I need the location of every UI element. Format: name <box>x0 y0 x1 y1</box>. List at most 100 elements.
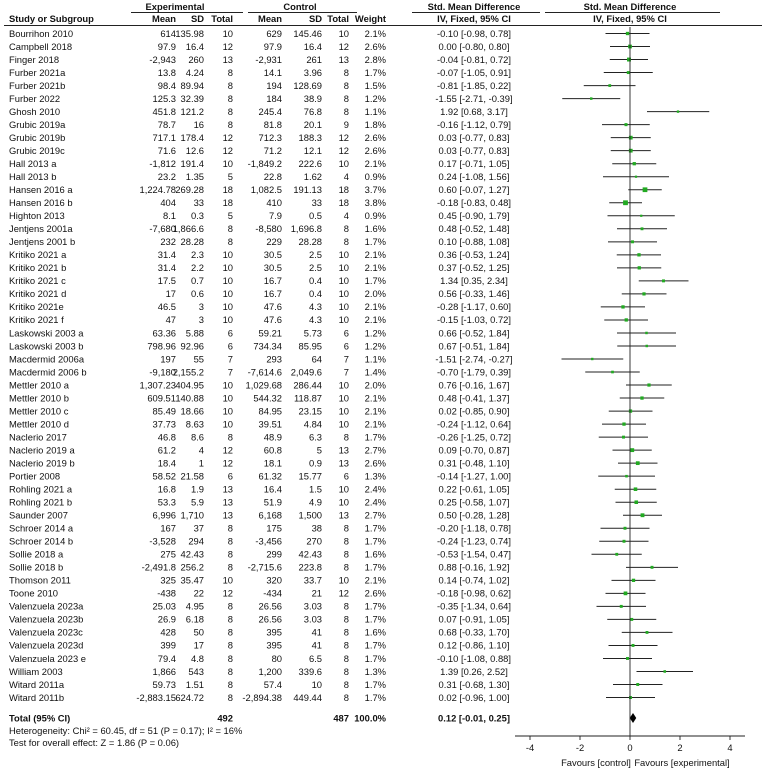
study-ci: -0.18 [-0.83, 0.48] <box>437 197 511 208</box>
ctrl-mean: 48.9 <box>264 431 282 442</box>
exp-mean: -7,680 <box>149 223 176 234</box>
exp-mean: 197 <box>160 353 176 364</box>
effect-point <box>624 318 628 322</box>
ctrl-sd: 1.62 <box>304 171 322 182</box>
study-name: Macdermid 2006 b <box>9 366 87 377</box>
effect-point <box>640 513 645 518</box>
exp-total: 12 <box>223 41 233 52</box>
ctrl-total: 12 <box>339 132 349 143</box>
exp-total: 10 <box>223 301 233 312</box>
exp-total: 8 <box>228 627 233 638</box>
effect-point <box>625 31 630 36</box>
exp-sd: 8.6 <box>191 431 204 442</box>
study-name: Grubic 2019b <box>9 132 65 143</box>
study-weight: 2.0% <box>365 379 386 390</box>
effect-point <box>623 526 627 530</box>
effect-point <box>619 604 623 608</box>
study-ci: 0.24 [-1.08, 1.56] <box>439 171 510 182</box>
ctrl-sd: 23.15 <box>299 405 322 416</box>
ctrl-sd: 6.5 <box>309 653 322 664</box>
study-weight: 3.8% <box>365 197 386 208</box>
exp-mean: 125.3 <box>153 93 176 104</box>
exp-sd: 8.63 <box>186 418 204 429</box>
exp-mean: 37.73 <box>153 418 176 429</box>
ctrl-sd: 76.8 <box>304 106 322 117</box>
study-ci: 0.17 [-0.71, 1.05] <box>439 158 510 169</box>
exp-mean: 451.8 <box>153 106 176 117</box>
exp-mean: 46.8 <box>158 431 176 442</box>
ctrl-sd: 223.8 <box>299 562 322 573</box>
exp-sd: 135.98 <box>175 28 204 39</box>
ctrl-sd: 85.95 <box>299 340 322 351</box>
exp-total: 18 <box>223 184 233 195</box>
exp-sd: 0.6 <box>191 288 204 299</box>
ctrl-mean: 71.2 <box>264 145 282 156</box>
exp-sd: 404.95 <box>175 379 204 390</box>
exp-mean: 98.4 <box>158 80 176 91</box>
study-name: Jentjens 2001a <box>9 223 73 234</box>
exp-mean: -3,528 <box>149 536 176 547</box>
ctrl-sd: 0.4 <box>309 275 322 286</box>
exp-total: 10 <box>223 28 233 39</box>
exp-total: 8 <box>228 80 233 91</box>
x-tick-label: 4 <box>727 742 732 753</box>
exp-sd: 3 <box>199 301 204 312</box>
ctrl-mean: -2,931 <box>255 54 282 65</box>
study-weight: 1.7% <box>365 431 386 442</box>
ctrl-mean: 629 <box>266 28 282 39</box>
study-weight: 1.7% <box>365 523 386 534</box>
exp-mean: 399 <box>160 640 176 651</box>
study-weight: 1.3% <box>365 666 386 677</box>
study-weight: 1.7% <box>365 275 386 286</box>
study-ci: -1.55 [-2.71, -0.39] <box>435 93 512 104</box>
ctrl-total: 10 <box>339 275 349 286</box>
ctrl-sd: 1,500 <box>299 510 322 521</box>
ctrl-sd: 21 <box>312 588 322 599</box>
ctrl-sd: 0.4 <box>309 288 322 299</box>
ctrl-sd: 33 <box>312 197 322 208</box>
exp-sd: 140.88 <box>175 392 204 403</box>
exp-total: 8 <box>228 614 233 625</box>
ctrl-total: 8 <box>344 627 349 638</box>
study-weight: 2.4% <box>365 497 386 508</box>
study-name: Grubic 2019a <box>9 119 66 130</box>
study-ci: 0.60 [-0.07, 1.27] <box>439 184 510 195</box>
study-ci: 0.03 [-0.77, 0.83] <box>439 145 510 156</box>
exp-sd: 33 <box>194 197 204 208</box>
exp-mean: 61.2 <box>158 444 176 455</box>
study-name: William 2003 <box>9 666 63 677</box>
exp-total: 10 <box>223 314 233 325</box>
ctrl-sd: 0.5 <box>309 210 322 221</box>
effect-point <box>634 500 639 504</box>
ctrl-total: 8 <box>344 431 349 442</box>
study-weight: 1.7% <box>365 536 386 547</box>
effect-point <box>623 591 628 596</box>
ctrl-mean: 57.4 <box>264 679 282 690</box>
ctrl-total: 10 <box>339 262 349 273</box>
exp-mean: 79.4 <box>158 653 176 664</box>
exp-mean: 46.5 <box>158 301 176 312</box>
study-ci: 0.67 [-0.51, 1.84] <box>439 340 510 351</box>
ctrl-mean: 320 <box>266 575 282 586</box>
favours-control-label: Favours [control] <box>561 757 631 768</box>
ctrl-mean: 16.4 <box>264 484 282 495</box>
ctrl-total: 8 <box>344 692 349 703</box>
study-weight: 1.6% <box>365 627 386 638</box>
study-name: Highton 2013 <box>9 210 65 221</box>
effect-point <box>627 57 631 62</box>
ctrl-mean: 47.6 <box>264 314 282 325</box>
study-name: Toone 2010 <box>9 588 58 599</box>
study-weight: 2.0% <box>365 288 386 299</box>
study-ci: 0.76 [-0.16, 1.67] <box>439 379 510 390</box>
study-name: Valenzuela 2023b <box>9 614 83 625</box>
effect-point <box>621 305 625 309</box>
exp-sd: 1,710 <box>181 510 204 521</box>
study-ci: -0.18 [-0.98, 0.62] <box>437 588 511 599</box>
study-weight: 1.5% <box>365 80 386 91</box>
ctrl-mean: 22.8 <box>264 171 282 182</box>
exp-total: 10 <box>223 158 233 169</box>
ctrl-total: 8 <box>344 601 349 612</box>
ctrl-mean: 26.56 <box>259 614 282 625</box>
